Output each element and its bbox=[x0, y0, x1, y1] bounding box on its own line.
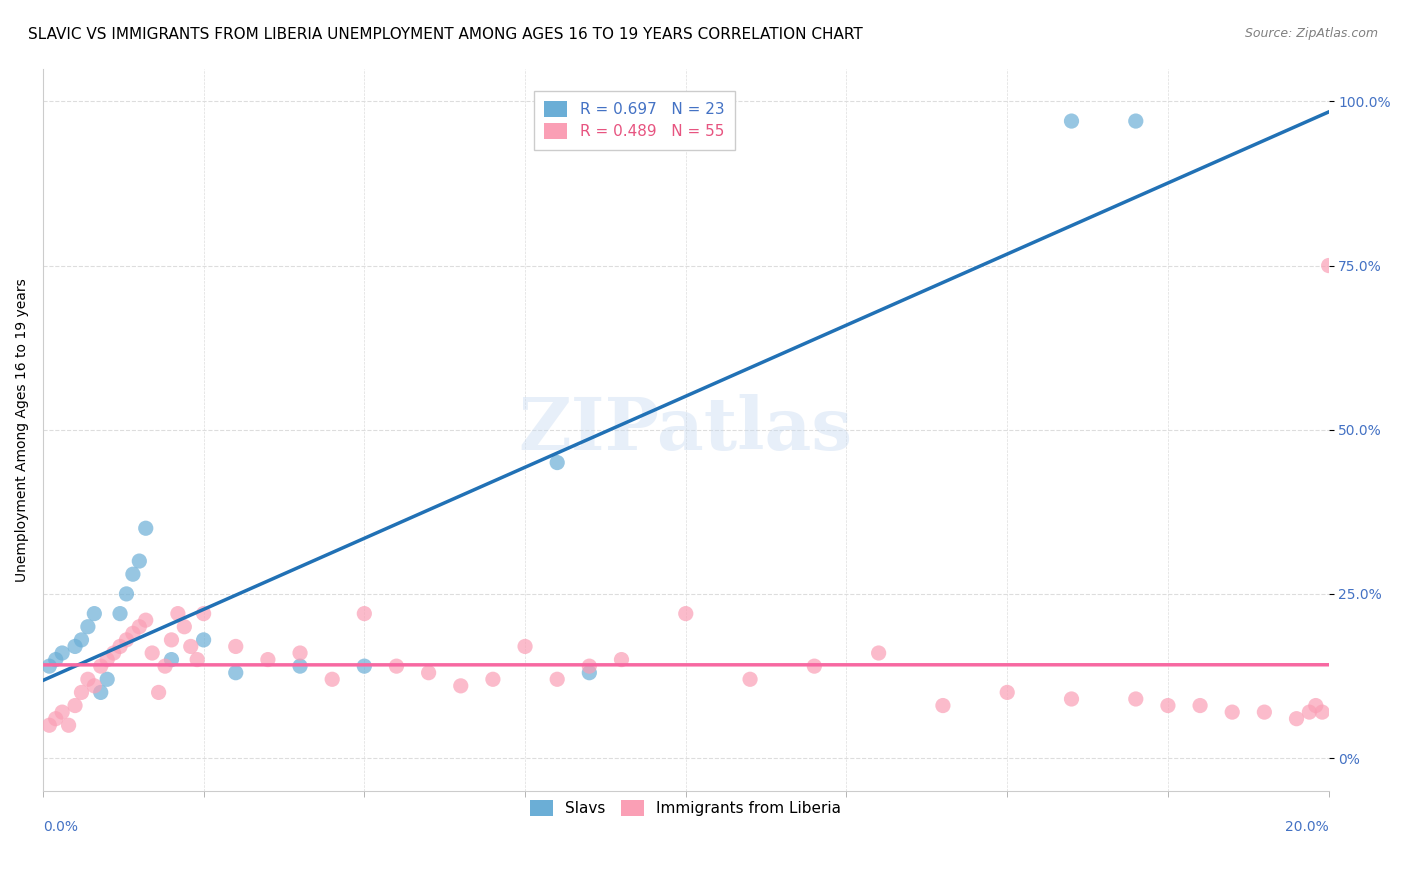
Point bbox=[58, 718, 80, 732]
Point bbox=[353, 659, 375, 673]
Point bbox=[115, 587, 138, 601]
Point bbox=[1157, 698, 1180, 713]
Legend: Slavs, Immigrants from Liberia: Slavs, Immigrants from Liberia bbox=[520, 789, 852, 827]
Point bbox=[738, 673, 761, 687]
Point bbox=[868, 646, 890, 660]
Text: 0.0%: 0.0% bbox=[44, 820, 77, 834]
Point bbox=[122, 567, 145, 582]
Point bbox=[288, 659, 311, 673]
Point bbox=[63, 698, 86, 713]
Point bbox=[1305, 698, 1327, 713]
Point bbox=[321, 673, 343, 687]
Point bbox=[675, 607, 697, 621]
Point bbox=[1060, 114, 1083, 128]
Point bbox=[167, 607, 190, 621]
Text: ZIPatlas: ZIPatlas bbox=[519, 394, 853, 466]
Point bbox=[83, 679, 105, 693]
Point bbox=[70, 632, 93, 647]
Point bbox=[51, 705, 73, 719]
Point bbox=[108, 607, 131, 621]
Point bbox=[995, 685, 1018, 699]
Point bbox=[450, 679, 472, 693]
Point bbox=[135, 613, 157, 627]
Point bbox=[513, 640, 536, 654]
Point bbox=[63, 640, 86, 654]
Point bbox=[546, 456, 568, 470]
Point bbox=[115, 632, 138, 647]
Point bbox=[135, 521, 157, 535]
Point bbox=[578, 659, 600, 673]
Point bbox=[225, 665, 247, 680]
Point bbox=[153, 659, 176, 673]
Point bbox=[803, 659, 825, 673]
Point bbox=[482, 673, 505, 687]
Y-axis label: Unemployment Among Ages 16 to 19 years: Unemployment Among Ages 16 to 19 years bbox=[15, 277, 30, 582]
Point bbox=[385, 659, 408, 673]
Point bbox=[546, 673, 568, 687]
Point bbox=[96, 652, 118, 666]
Point bbox=[38, 718, 60, 732]
Point bbox=[45, 712, 67, 726]
Point bbox=[141, 646, 163, 660]
Point bbox=[1298, 705, 1320, 719]
Point bbox=[186, 652, 208, 666]
Text: SLAVIC VS IMMIGRANTS FROM LIBERIA UNEMPLOYMENT AMONG AGES 16 TO 19 YEARS CORRELA: SLAVIC VS IMMIGRANTS FROM LIBERIA UNEMPL… bbox=[28, 27, 863, 42]
Point bbox=[173, 620, 195, 634]
Point bbox=[103, 646, 125, 660]
Text: 20.0%: 20.0% bbox=[1285, 820, 1329, 834]
Point bbox=[77, 620, 100, 634]
Point bbox=[1125, 692, 1147, 706]
Point bbox=[96, 673, 118, 687]
Point bbox=[1285, 712, 1308, 726]
Point bbox=[193, 607, 215, 621]
Point bbox=[70, 685, 93, 699]
Point bbox=[38, 659, 60, 673]
Point bbox=[108, 640, 131, 654]
Point bbox=[288, 646, 311, 660]
Point bbox=[1189, 698, 1212, 713]
Point bbox=[193, 632, 215, 647]
Point bbox=[148, 685, 170, 699]
Point bbox=[1125, 114, 1147, 128]
Point bbox=[610, 652, 633, 666]
Point bbox=[1220, 705, 1243, 719]
Point bbox=[122, 626, 145, 640]
Point bbox=[1060, 692, 1083, 706]
Point bbox=[77, 673, 100, 687]
Point bbox=[932, 698, 955, 713]
Text: Source: ZipAtlas.com: Source: ZipAtlas.com bbox=[1244, 27, 1378, 40]
Point bbox=[578, 665, 600, 680]
Point bbox=[51, 646, 73, 660]
Point bbox=[83, 607, 105, 621]
Point bbox=[90, 685, 112, 699]
Point bbox=[128, 620, 150, 634]
Point bbox=[45, 652, 67, 666]
Point bbox=[1310, 705, 1333, 719]
Point bbox=[418, 665, 440, 680]
Point bbox=[128, 554, 150, 568]
Point bbox=[180, 640, 202, 654]
Point bbox=[90, 659, 112, 673]
Point bbox=[353, 607, 375, 621]
Point bbox=[225, 640, 247, 654]
Point bbox=[1253, 705, 1275, 719]
Point bbox=[160, 632, 183, 647]
Point bbox=[1317, 259, 1340, 273]
Point bbox=[160, 652, 183, 666]
Point bbox=[257, 652, 280, 666]
